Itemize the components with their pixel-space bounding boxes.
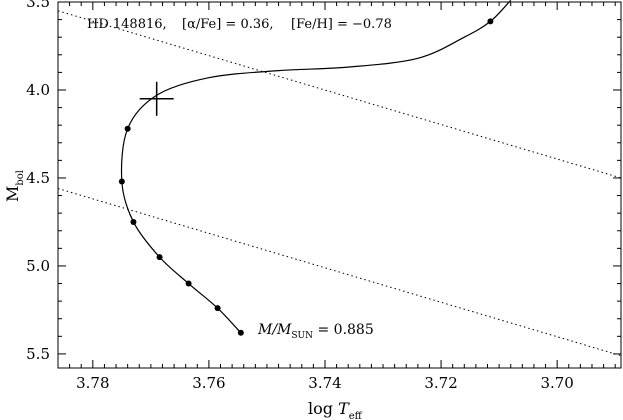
evolutionary-track [120,0,512,334]
track-points [118,18,494,336]
track-point [156,254,163,261]
track-point [124,125,131,132]
dotted-lines [57,10,622,357]
y-tick-label: 4.0 [26,81,50,99]
y-tick-label: 4.5 [26,169,50,187]
x-axis-label-sub: eff [349,411,363,420]
dotted-line [57,10,622,179]
x-tick-label: 3.76 [192,374,225,392]
y-axis-label: Mbol [3,170,26,202]
track-point [214,305,221,312]
mass-label: M/MSUN = 0.885 [257,322,374,341]
y-axis-label-sub: bol [15,170,26,186]
mass-label-sub: SUN [291,331,313,341]
mass-label-suffix: = 0.885 [313,322,374,338]
y-tick-label: 5.5 [26,345,50,363]
axis-tick-labels: 3.78 3.76 3.74 3.72 3.70 3.5 4.0 4.5 5.0 5.5 [26,0,574,392]
dotted-line [57,188,622,357]
plot-frame [57,1,622,369]
x-tick-label: 3.78 [76,374,109,392]
annotation-text: HD 148816, [α/Fe] = 0.36, [Fe/H] = −0.78 [87,17,392,32]
fe-h-label: [Fe/H] = −0.78 [291,17,392,32]
star-label: HD 148816, [87,17,167,32]
x-tick-label: 3.72 [424,374,457,392]
mass-label-prefix: M/M [257,322,292,338]
x-axis-label-italic: T [338,399,350,418]
track-point [237,329,244,336]
track-point [487,18,494,25]
track-point [185,280,192,287]
x-tick-label: 3.70 [540,374,573,392]
y-tick-label: 5.0 [26,257,50,275]
axis-ticks [58,1,621,368]
alpha-fe-label: [α/Fe] = 0.36, [182,17,274,32]
star-position-marker [139,81,174,116]
x-axis-label: log Teff [308,399,363,420]
x-axis-label-main: log [308,399,338,418]
y-tick-label: 3.5 [26,0,50,11]
track-point [130,218,137,225]
track-point [118,178,125,185]
x-tick-label: 3.74 [308,374,341,392]
y-axis-label-main: M [3,186,22,202]
